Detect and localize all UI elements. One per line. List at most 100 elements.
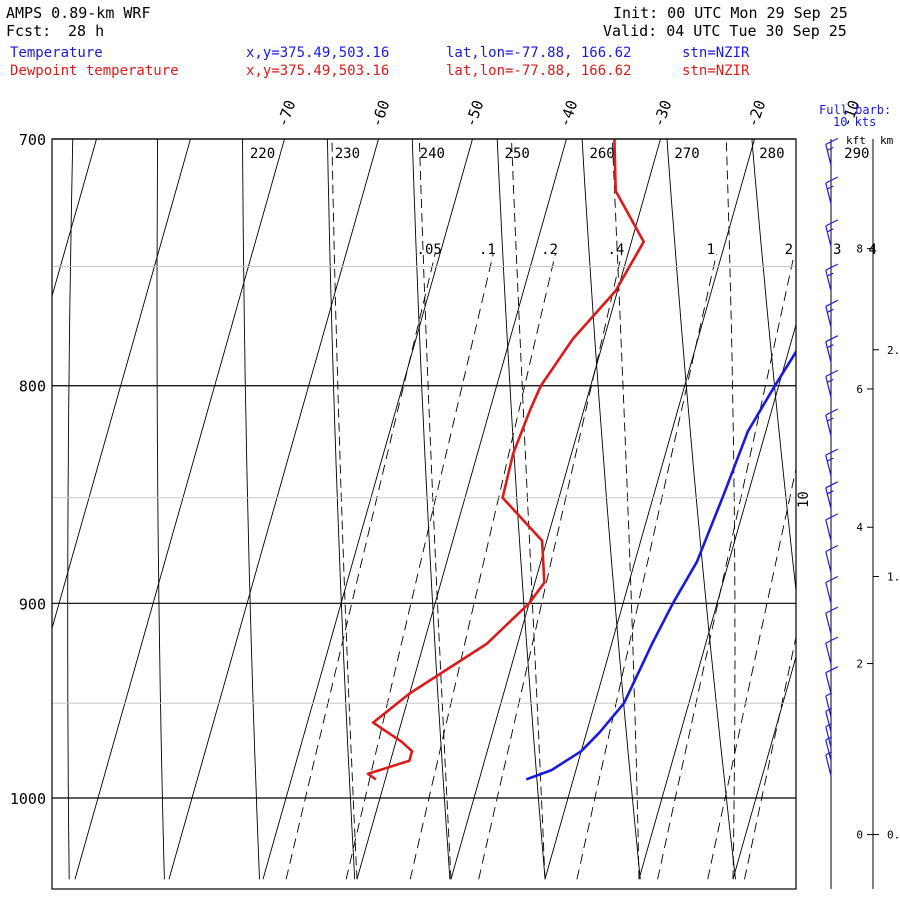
dry-adiabat [411, 139, 451, 880]
barb-flag [825, 369, 839, 377]
wind-barb [825, 544, 839, 573]
wind-barb [825, 219, 839, 247]
station-temp: stn=NZIR [682, 45, 750, 61]
barb-shaft [825, 376, 832, 398]
dry-adiabat [326, 139, 356, 880]
barb-shaft [825, 582, 832, 604]
isotherm [0, 139, 3, 879]
temp-tick-label: -60 [367, 98, 393, 130]
station-dew: stn=NZIR [682, 63, 750, 79]
barb-shaft [825, 612, 832, 635]
barb-flag [825, 513, 839, 521]
wind-barb [825, 299, 839, 328]
plot-frame [51, 138, 797, 890]
wind-barb [825, 408, 839, 436]
wind-barb [825, 636, 839, 665]
barb-flag [825, 575, 839, 584]
theta-label: 290 [844, 146, 869, 162]
latlon-dew: lat,lon=-77.88, 166.62 [446, 63, 632, 79]
barb-shaft [825, 414, 832, 436]
dry-adiabat [496, 139, 546, 880]
barb-flag [825, 335, 839, 343]
forecast-label: Fcst: [6, 22, 52, 40]
kft-heading: kft [846, 134, 866, 147]
isotherm [52, 139, 191, 631]
barb-flag [825, 481, 839, 489]
isotherm [544, 139, 755, 880]
barb-half-flag [825, 692, 833, 697]
barb-flag [825, 176, 839, 184]
mixing-ratio-label: 3 [833, 242, 841, 258]
barb-flag [825, 636, 839, 644]
barb-flag [825, 219, 839, 227]
mixing-ratio-line [707, 466, 796, 880]
isotherm [74, 139, 285, 880]
dry-adiabat [242, 139, 260, 880]
moist-adiabat [418, 139, 452, 880]
dry-adiabat [581, 139, 641, 880]
barb-half-flag [825, 707, 833, 712]
theta-label: 230 [335, 146, 360, 162]
mixing-ratio-label: 1 [707, 242, 715, 258]
moist-adiabat [725, 139, 736, 880]
temperature-profile [525, 349, 796, 781]
mixing-ratio-line [409, 253, 556, 880]
theta-label: 220 [250, 146, 275, 162]
barb-shaft [825, 269, 832, 292]
legend-dewpoint: Dewpoint temperature [10, 63, 179, 79]
km-tick-label: 2. [887, 344, 900, 357]
theta-label: 280 [759, 146, 784, 162]
barb-shaft [825, 225, 832, 247]
wind-barb [825, 335, 839, 363]
mixing-ratio-label: .4 [607, 242, 624, 258]
isotherm [168, 139, 379, 880]
init-time: Init: 00 UTC Mon 29 Sep 25 [613, 4, 848, 22]
model-title: AMPS 0.89-km WRF [6, 4, 151, 22]
mixing-ratio-label: .05 [417, 242, 442, 258]
barb-shaft [825, 642, 832, 665]
moist-adiabat [331, 139, 358, 880]
pressure-label: 800 [19, 378, 46, 396]
temp-tick-label: -30 [649, 98, 675, 130]
pressure-label: 900 [19, 595, 46, 613]
barb-title: Full barb: [819, 103, 891, 117]
barb-flag [825, 408, 839, 416]
wind-barb [825, 736, 833, 761]
moist-adiabat [511, 139, 546, 880]
wind-barb [825, 692, 833, 717]
grid-xy-temp: x,y=375.49,503.16 [246, 45, 390, 61]
mixing-ratio-label: 2 [785, 242, 793, 258]
mixing-ratio-label: .2 [541, 242, 558, 258]
isotherm [732, 655, 796, 880]
km-tick-label: 0. [887, 829, 900, 842]
temp-tick-label: -50 [461, 98, 487, 130]
wind-barb [825, 751, 833, 776]
wind-barb [825, 481, 839, 509]
barb-flag [825, 263, 839, 271]
isotherm [356, 139, 567, 880]
barb-flag [825, 299, 839, 307]
dry-adiabat [67, 139, 74, 880]
wind-barb [825, 263, 839, 292]
km-tick-label: 1. [887, 570, 900, 583]
valid-time: Valid: 04 UTC Tue 30 Sep 25 [603, 22, 847, 40]
forecast-hours: 28 h [68, 22, 105, 40]
kft-tick-label: 2 [856, 658, 863, 671]
mixing-ratio-line [744, 635, 796, 880]
barb-half-flag [825, 736, 833, 741]
temp-tick-label: -40 [555, 98, 581, 130]
barb-flag [825, 666, 839, 674]
temp-tick-label: -20 [743, 98, 769, 130]
wind-barb [825, 606, 839, 635]
barb-shaft [825, 182, 832, 204]
barb-half-flag [827, 457, 834, 462]
barb-half-flag [827, 417, 834, 422]
barb-value: 10 kts [833, 115, 876, 129]
barb-half-flag [825, 751, 833, 756]
temp-tick-label: -70 [273, 98, 299, 130]
barb-half-flag [827, 490, 834, 495]
barb-half-flag [825, 723, 833, 728]
barb-shaft [825, 726, 832, 748]
barb-shaft [825, 487, 832, 509]
